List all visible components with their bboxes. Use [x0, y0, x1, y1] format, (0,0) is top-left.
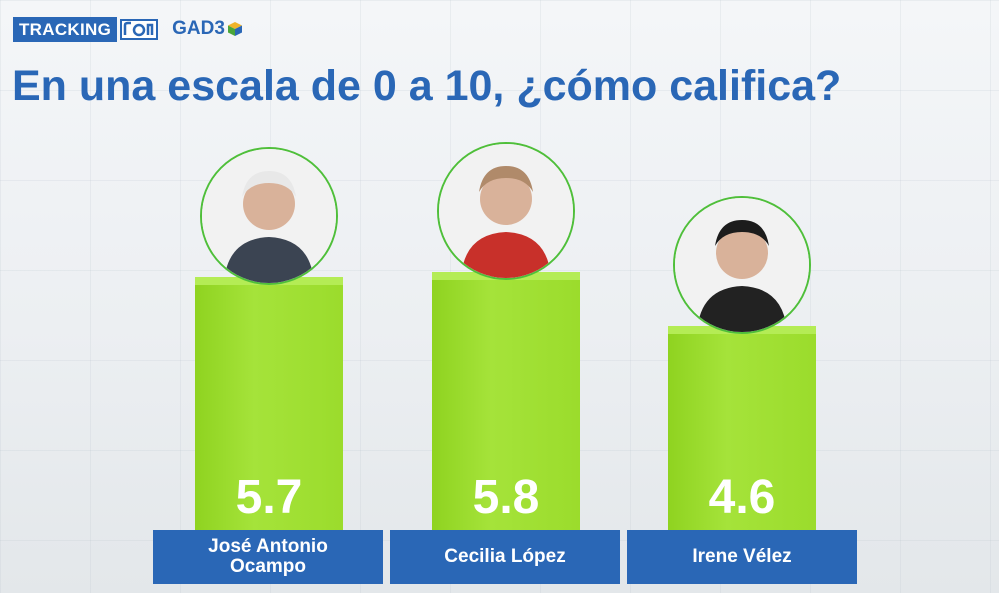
- tracking-badge: TRACKING: [13, 16, 118, 42]
- candidate-photo: [673, 195, 811, 334]
- value-label: 4.6: [708, 470, 776, 524]
- category-label: José Antonio Ocampo: [153, 530, 383, 584]
- gad3-logo-text: GAD3: [172, 18, 225, 39]
- cube-icon: [227, 22, 242, 36]
- value-label: 5.8: [472, 470, 540, 524]
- category-label-text: Cecilia López: [444, 546, 566, 567]
- rcn-logo-icon: [120, 18, 159, 40]
- candidate-photo: [200, 146, 338, 285]
- header: TRACKING GAD3: [13, 16, 243, 42]
- bar-2: 4.6: [668, 325, 816, 530]
- category-label: Irene Vélez: [627, 530, 857, 584]
- bar-1: 5.8: [432, 272, 580, 530]
- value-label: 5.7: [235, 470, 303, 524]
- category-label-text: Irene Vélez: [692, 546, 792, 567]
- gad3-logo: GAD3: [172, 18, 243, 40]
- candidate-photo: [437, 142, 575, 281]
- chart-title: En una escala de 0 a 10, ¿cómo califica?: [12, 62, 842, 110]
- category-label: Cecilia López: [390, 530, 620, 584]
- bar-0: 5.7: [195, 276, 343, 530]
- category-label-text: José Antonio Ocampo: [208, 536, 328, 577]
